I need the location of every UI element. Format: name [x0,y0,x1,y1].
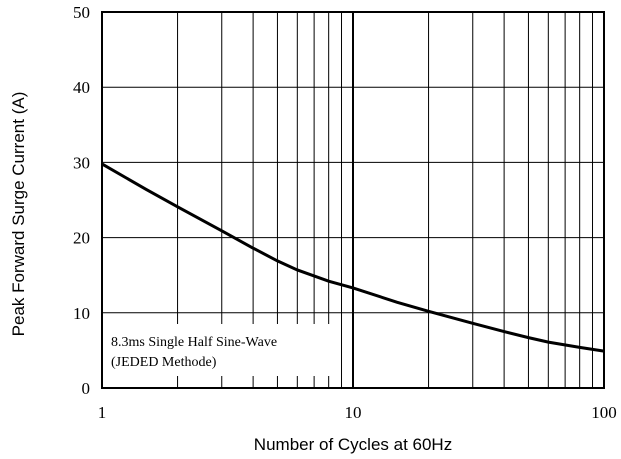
x-tick-labels: 1 10 100 [98,403,617,422]
y-tick-label: 30 [73,153,90,172]
grid-lines [102,12,604,388]
y-tick-label: 10 [73,304,90,323]
y-tick-label: 50 [73,3,90,22]
x-tick-label: 100 [591,403,617,422]
annotation-box: 8.3ms Single Half Sine-Wave (JEDED Metho… [103,324,335,376]
plot-frame [101,11,605,389]
x-tick-label: 1 [98,403,107,422]
annotation-line-1: 8.3ms Single Half Sine-Wave [111,335,277,350]
surge-current-curve [101,162,605,353]
x-axis-label: Number of Cycles at 60Hz [254,435,452,454]
x-tick-label: 10 [345,403,362,422]
y-tick-label: 0 [82,379,91,398]
annotation-line-2: (JEDED Methode) [111,355,217,370]
y-tick-labels: 0 10 20 30 40 50 [73,3,90,398]
y-tick-label: 40 [73,78,90,97]
y-tick-label: 20 [73,229,90,248]
y-axis-label: Peak Forward Surge Current (A) [9,92,28,337]
